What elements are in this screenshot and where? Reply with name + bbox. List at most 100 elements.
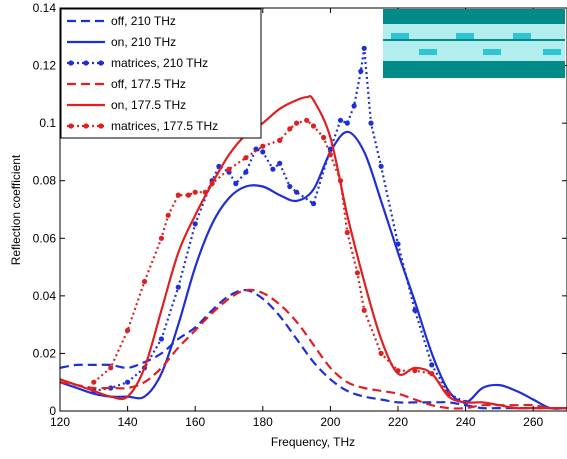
data-point [358,68,364,74]
data-point [378,350,384,356]
series-line [59,130,567,410]
data-point [310,201,317,207]
series-line [59,288,567,410]
y-tick-label: 0 [49,404,56,418]
data-point [354,270,360,276]
series-line [93,119,450,395]
legend-marker [68,123,74,129]
data-point [260,149,266,155]
y-axis-label: Reflection coefficient [9,154,23,265]
data-point [337,178,344,184]
legend: off, 210 THz on, 210 THz matrices, 210 THz… [60,8,262,139]
inset-bar [419,49,437,55]
ticks-layer: 120 140 160 180 200 220 240 260 0 0.02 0.04 0.06 0.0… [33,1,567,429]
series-line [59,95,567,410]
data-point [395,368,401,374]
inset-bar [391,33,409,39]
x-axis-label: Frequency, THz [271,435,355,449]
y-tick-label: 0.14 [33,1,57,15]
legend-marker [83,123,89,129]
inset-top-layer [383,9,565,24]
x-tick-label: 240 [456,415,476,429]
data-point [270,166,276,172]
x-tick-label: 120 [50,415,70,429]
legend-entry-label: off, 210 THz [111,14,176,28]
data-point [412,307,418,313]
legend-marker [98,123,104,129]
x-tick-label: 260 [523,415,543,429]
data-point [321,134,327,141]
data-point [287,126,293,132]
inset-bottom-layer [383,61,565,78]
legend-entry-label: on, 210 THz [111,35,176,49]
series-off-177-5-thz [59,288,567,410]
inset-bar [513,33,531,39]
data-point [446,391,452,397]
data-point [91,379,97,385]
data-point [294,120,300,126]
data-point [277,137,283,143]
data-point [243,169,249,175]
data-point [395,241,401,247]
data-point [287,183,293,190]
data-point [344,120,350,126]
data-point [108,385,114,391]
axes-frame [59,7,567,412]
y-tick-label: 0.06 [33,231,57,245]
series-line [93,47,467,404]
data-point [429,362,435,368]
data-point [108,365,114,371]
y-tick-label: 0.08 [33,174,57,188]
data-point [412,368,418,374]
data-point [304,117,310,123]
x-tick-label: 140 [118,415,138,429]
legend-entry-label: on, 177.5 THz [111,98,186,112]
legend-entry-label: matrices, 177.5 THz [111,119,218,133]
data-point [165,212,171,218]
data-point [158,235,164,241]
legend-marker [68,60,74,66]
x-tick-label: 220 [388,415,408,429]
data-point [337,117,344,123]
data-point [175,192,181,198]
data-point [361,307,367,313]
data-point [209,181,215,187]
series-on-210-thz [59,130,567,410]
y-tick-label: 0.02 [33,346,57,360]
data-point [226,166,232,172]
data-point [202,189,208,195]
series-matrices-177-5-thz [91,117,452,397]
x-tick-label: 160 [185,415,205,429]
data-point [175,284,181,290]
inset-middle-line [383,39,565,41]
y-tick-label: 0.12 [33,59,57,73]
x-tick-label: 180 [253,415,273,429]
data-point [310,123,317,129]
data-point [327,152,333,158]
data-point [125,379,131,385]
structure-inset-image [383,9,565,78]
legend-entry-label: matrices, 210 THz [111,56,208,70]
data-point [277,160,283,166]
inset-bar [483,49,501,55]
data-point [344,229,350,236]
data-point [192,221,198,227]
data-point [294,189,300,195]
x-tick-label: 200 [320,415,340,429]
data-point [141,278,148,285]
data-point [361,45,367,51]
y-tick-label: 0.1 [39,116,56,130]
data-point [185,192,191,198]
axes-layer [59,7,567,412]
data-point [260,143,266,149]
inset-bar [543,49,561,55]
inset-bar [456,33,474,39]
data-point [368,120,374,126]
data-point [351,103,357,109]
series-off-210-thz [59,288,567,410]
series-line [59,288,567,410]
y-tick-label: 0.04 [33,289,57,303]
data-point [243,155,249,161]
